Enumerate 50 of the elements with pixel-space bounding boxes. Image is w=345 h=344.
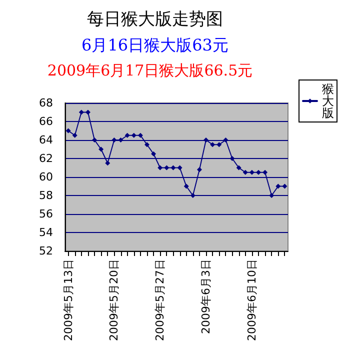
x-tick-label: 2009年6月10日 — [245, 259, 258, 342]
point — [210, 142, 216, 148]
point — [78, 110, 84, 115]
y-tick-label: 62 — [39, 152, 53, 166]
point — [112, 138, 117, 143]
y-tick-label: 58 — [39, 189, 53, 202]
point — [105, 160, 110, 166]
point — [204, 138, 209, 143]
point — [131, 132, 136, 138]
point — [256, 170, 261, 175]
point — [151, 151, 156, 156]
point — [118, 138, 124, 143]
x-tick-label: 2009年5月13日 — [62, 259, 75, 342]
point — [98, 146, 104, 152]
point — [124, 132, 130, 138]
point — [138, 132, 143, 138]
point — [170, 165, 176, 170]
point — [196, 167, 202, 172]
y-tick-label: 68 — [39, 96, 53, 110]
point — [177, 165, 182, 170]
point — [92, 138, 98, 143]
point — [184, 184, 189, 189]
point — [276, 184, 281, 189]
point — [236, 165, 242, 170]
chart-title: 每日猴大版走势图 — [87, 10, 223, 30]
point — [223, 138, 228, 143]
y-tick-label: 60 — [39, 170, 53, 184]
x-tick-label: 2009年5月20日 — [108, 259, 121, 342]
point — [230, 156, 235, 162]
legend-label: 猴大版 — [322, 82, 334, 120]
point — [72, 132, 78, 138]
x-tick-label: 2009年5月27日 — [154, 259, 167, 342]
point — [158, 165, 163, 170]
point — [216, 142, 222, 148]
y-tick-label: 54 — [39, 226, 53, 240]
point — [164, 165, 170, 170]
text: 2009年6月17日猴大版66.5元 — [47, 62, 253, 80]
x-tick-label: 2009年6月3日 — [200, 259, 213, 334]
point — [282, 184, 288, 189]
point — [85, 110, 90, 115]
y-tick-label: 52 — [39, 244, 53, 258]
point — [262, 170, 268, 175]
y-tick-label: 66 — [39, 115, 53, 128]
chart-subtitle: 6月16日猴大版63元 — [82, 36, 228, 54]
point — [242, 170, 248, 175]
point — [144, 142, 150, 148]
y-tick-label: 64 — [39, 134, 53, 147]
point — [249, 170, 254, 175]
point — [66, 128, 71, 134]
y-tick-label: 56 — [39, 208, 53, 221]
